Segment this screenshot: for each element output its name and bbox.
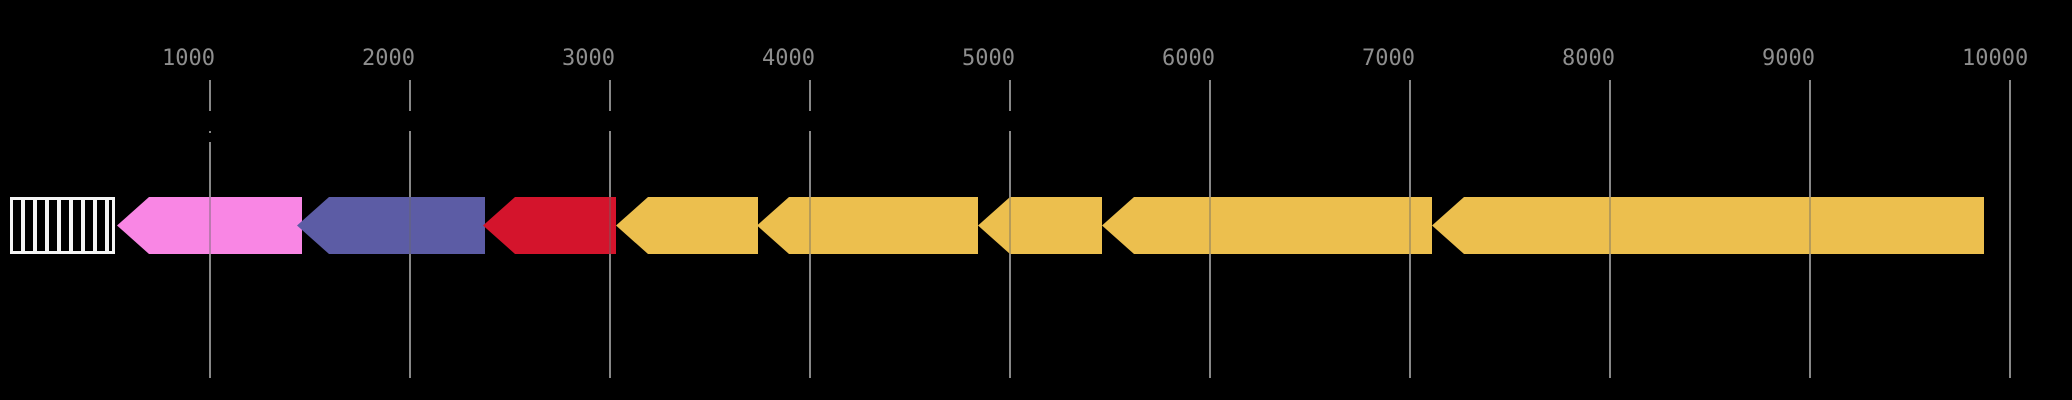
gridline-overlay bbox=[1809, 197, 1811, 254]
feature-gene-red bbox=[483, 197, 616, 254]
axis-tick-label: 6000 bbox=[1162, 46, 1215, 71]
gridline-overlay bbox=[1409, 197, 1411, 254]
hidden-label-mark bbox=[1005, 111, 1015, 131]
gridline-overlay bbox=[409, 197, 411, 254]
axis-tick-label: 1000 bbox=[162, 46, 215, 71]
feature-source-region-hatched bbox=[10, 197, 115, 254]
hidden-label-mark bbox=[205, 133, 215, 142]
hidden-label-mark bbox=[605, 111, 615, 131]
feature-gene-gold-4 bbox=[1102, 197, 1432, 254]
gridline-overlay bbox=[1009, 197, 1011, 254]
gridline-overlay bbox=[809, 197, 811, 254]
axis-tick-label: 2000 bbox=[362, 46, 415, 71]
feature-gene-gold-3 bbox=[978, 197, 1102, 254]
axis-tick-label: 5000 bbox=[962, 46, 1015, 71]
hidden-label-mark bbox=[405, 111, 415, 131]
axis-tick-label: 4000 bbox=[762, 46, 815, 71]
hidden-label-mark bbox=[805, 111, 815, 131]
gridline-overlay bbox=[1609, 197, 1611, 254]
axis-gridline bbox=[2009, 80, 2011, 378]
axis-tick-label: 9000 bbox=[1762, 46, 1815, 71]
feature-gene-gold-5 bbox=[1432, 197, 1984, 254]
feature-gene-gold-2 bbox=[757, 197, 978, 254]
axis-tick-label: 7000 bbox=[1362, 46, 1415, 71]
feature-gene-purple bbox=[297, 197, 485, 254]
axis-tick-label: 10000 bbox=[1962, 46, 2029, 71]
gridline-overlay bbox=[209, 197, 211, 254]
feature-gene-pink bbox=[117, 197, 302, 254]
feature-gene-gold-1 bbox=[616, 197, 758, 254]
gridline-overlay bbox=[1209, 197, 1211, 254]
axis-tick-label: 3000 bbox=[562, 46, 615, 71]
hidden-label-mark bbox=[205, 111, 215, 131]
hatch-pattern bbox=[13, 200, 112, 251]
gridline-overlay bbox=[609, 197, 611, 254]
axis-tick-label: 8000 bbox=[1562, 46, 1615, 71]
